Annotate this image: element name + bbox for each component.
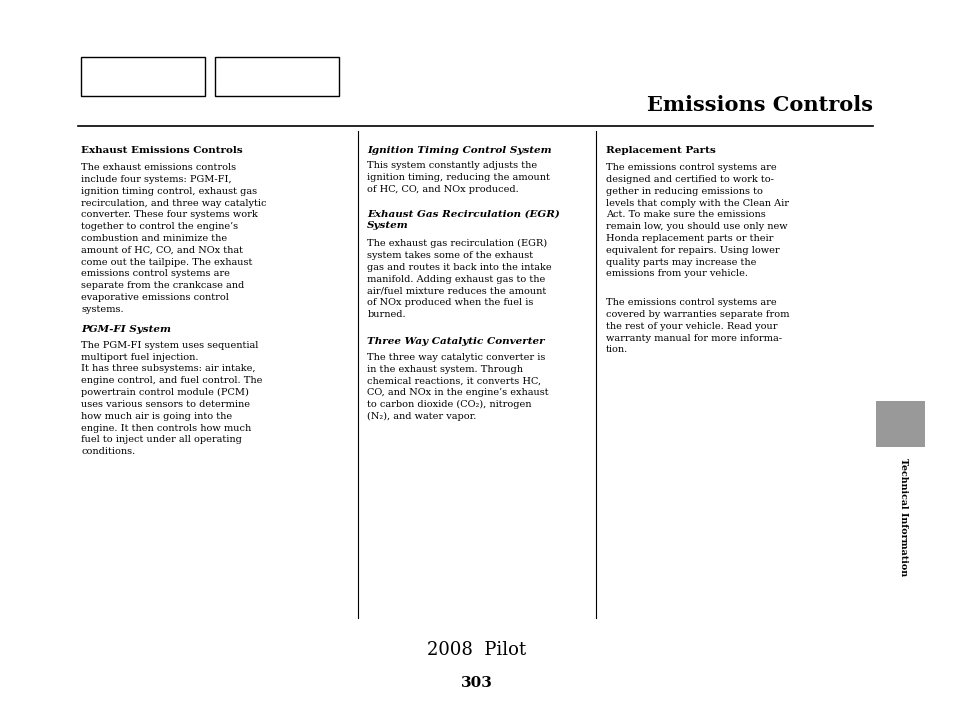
Text: Three Way Catalytic Converter: Three Way Catalytic Converter bbox=[367, 337, 544, 346]
Text: Emissions Controls: Emissions Controls bbox=[646, 95, 872, 115]
Text: This system constantly adjusts the
ignition timing, reducing the amount
of HC, C: This system constantly adjusts the ignit… bbox=[367, 161, 550, 194]
Text: Exhaust Gas Recirculation (EGR)
System: Exhaust Gas Recirculation (EGR) System bbox=[367, 209, 559, 230]
Text: Ignition Timing Control System: Ignition Timing Control System bbox=[367, 146, 552, 155]
Text: Exhaust Emissions Controls: Exhaust Emissions Controls bbox=[81, 146, 242, 155]
Text: 303: 303 bbox=[460, 676, 493, 690]
Text: The exhaust emissions controls
include four systems: PGM-FI,
ignition timing con: The exhaust emissions controls include f… bbox=[81, 163, 266, 314]
Text: The emissions control systems are
designed and certified to work to-
gether in r: The emissions control systems are design… bbox=[605, 163, 788, 278]
Text: Technical Information: Technical Information bbox=[898, 458, 907, 576]
Text: The exhaust gas recirculation (EGR)
system takes some of the exhaust
gas and rou: The exhaust gas recirculation (EGR) syst… bbox=[367, 239, 552, 320]
Text: Replacement Parts: Replacement Parts bbox=[605, 146, 715, 155]
Text: PGM-FI System: PGM-FI System bbox=[81, 325, 171, 334]
Text: The three way catalytic converter is
in the exhaust system. Through
chemical rea: The three way catalytic converter is in … bbox=[367, 353, 548, 421]
Bar bbox=[214, 57, 338, 96]
Bar bbox=[81, 57, 205, 96]
Text: The PGM-FI system uses sequential
multiport fuel injection.
It has three subsyst: The PGM-FI system uses sequential multip… bbox=[81, 341, 262, 457]
Bar bbox=[875, 401, 924, 447]
Text: The emissions control systems are
covered by warranties separate from
the rest o: The emissions control systems are covere… bbox=[605, 298, 788, 354]
Text: 2008  Pilot: 2008 Pilot bbox=[427, 640, 526, 659]
